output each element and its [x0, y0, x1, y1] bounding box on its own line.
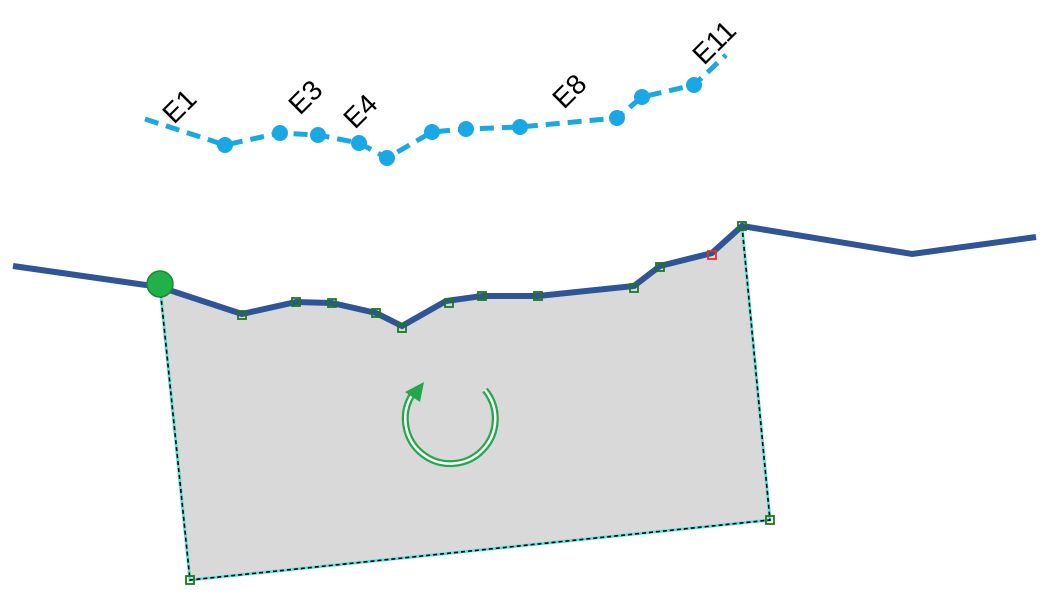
edge-label-e11: E11: [686, 15, 742, 71]
edge-node[interactable]: [512, 119, 528, 135]
edge-node[interactable]: [379, 150, 395, 166]
vertex-handle[interactable]: [371, 308, 381, 318]
edge-line[interactable]: [144, 53, 728, 166]
vertex-handle[interactable]: [629, 283, 639, 293]
vertex-handle[interactable]: [737, 221, 747, 231]
main-line[interactable]: [12, 222, 1037, 330]
vertex-handle[interactable]: [397, 323, 407, 333]
rotate-clockwise-icon[interactable]: [401, 382, 499, 468]
edge-label-e4: E4: [337, 88, 383, 134]
polygon-dashed-outline: [159, 225, 771, 581]
selected-vertex-handle[interactable]: [707, 250, 717, 260]
edge-node[interactable]: [217, 137, 233, 153]
edge-label-e8: E8: [546, 68, 592, 114]
vertex-handle[interactable]: [533, 291, 543, 301]
edge-node[interactable]: [424, 124, 440, 140]
selected-polygon[interactable]: [158, 222, 772, 582]
edge-node[interactable]: [458, 121, 474, 137]
vertex-handle[interactable]: [185, 575, 195, 585]
edge-node[interactable]: [686, 77, 702, 93]
vertex-handle[interactable]: [237, 310, 247, 320]
edge-node[interactable]: [609, 110, 625, 126]
edge-node[interactable]: [310, 127, 326, 143]
polygon-fill[interactable]: [158, 222, 772, 582]
edge-label-e1: E1: [156, 83, 202, 129]
vertex-handle[interactable]: [655, 262, 665, 272]
vertex-handle[interactable]: [444, 298, 454, 308]
vertex-handle[interactable]: [291, 297, 301, 307]
vertex-handle[interactable]: [765, 515, 775, 525]
edge-label-e3: E3: [282, 74, 328, 120]
edge-node[interactable]: [351, 135, 367, 151]
vertex-handles: [185, 221, 775, 585]
edge-node[interactable]: [634, 89, 650, 105]
start-node-icon[interactable]: [146, 270, 174, 298]
vertex-handle[interactable]: [477, 291, 487, 301]
edge-node[interactable]: [272, 125, 288, 141]
vertex-handle[interactable]: [327, 298, 337, 308]
